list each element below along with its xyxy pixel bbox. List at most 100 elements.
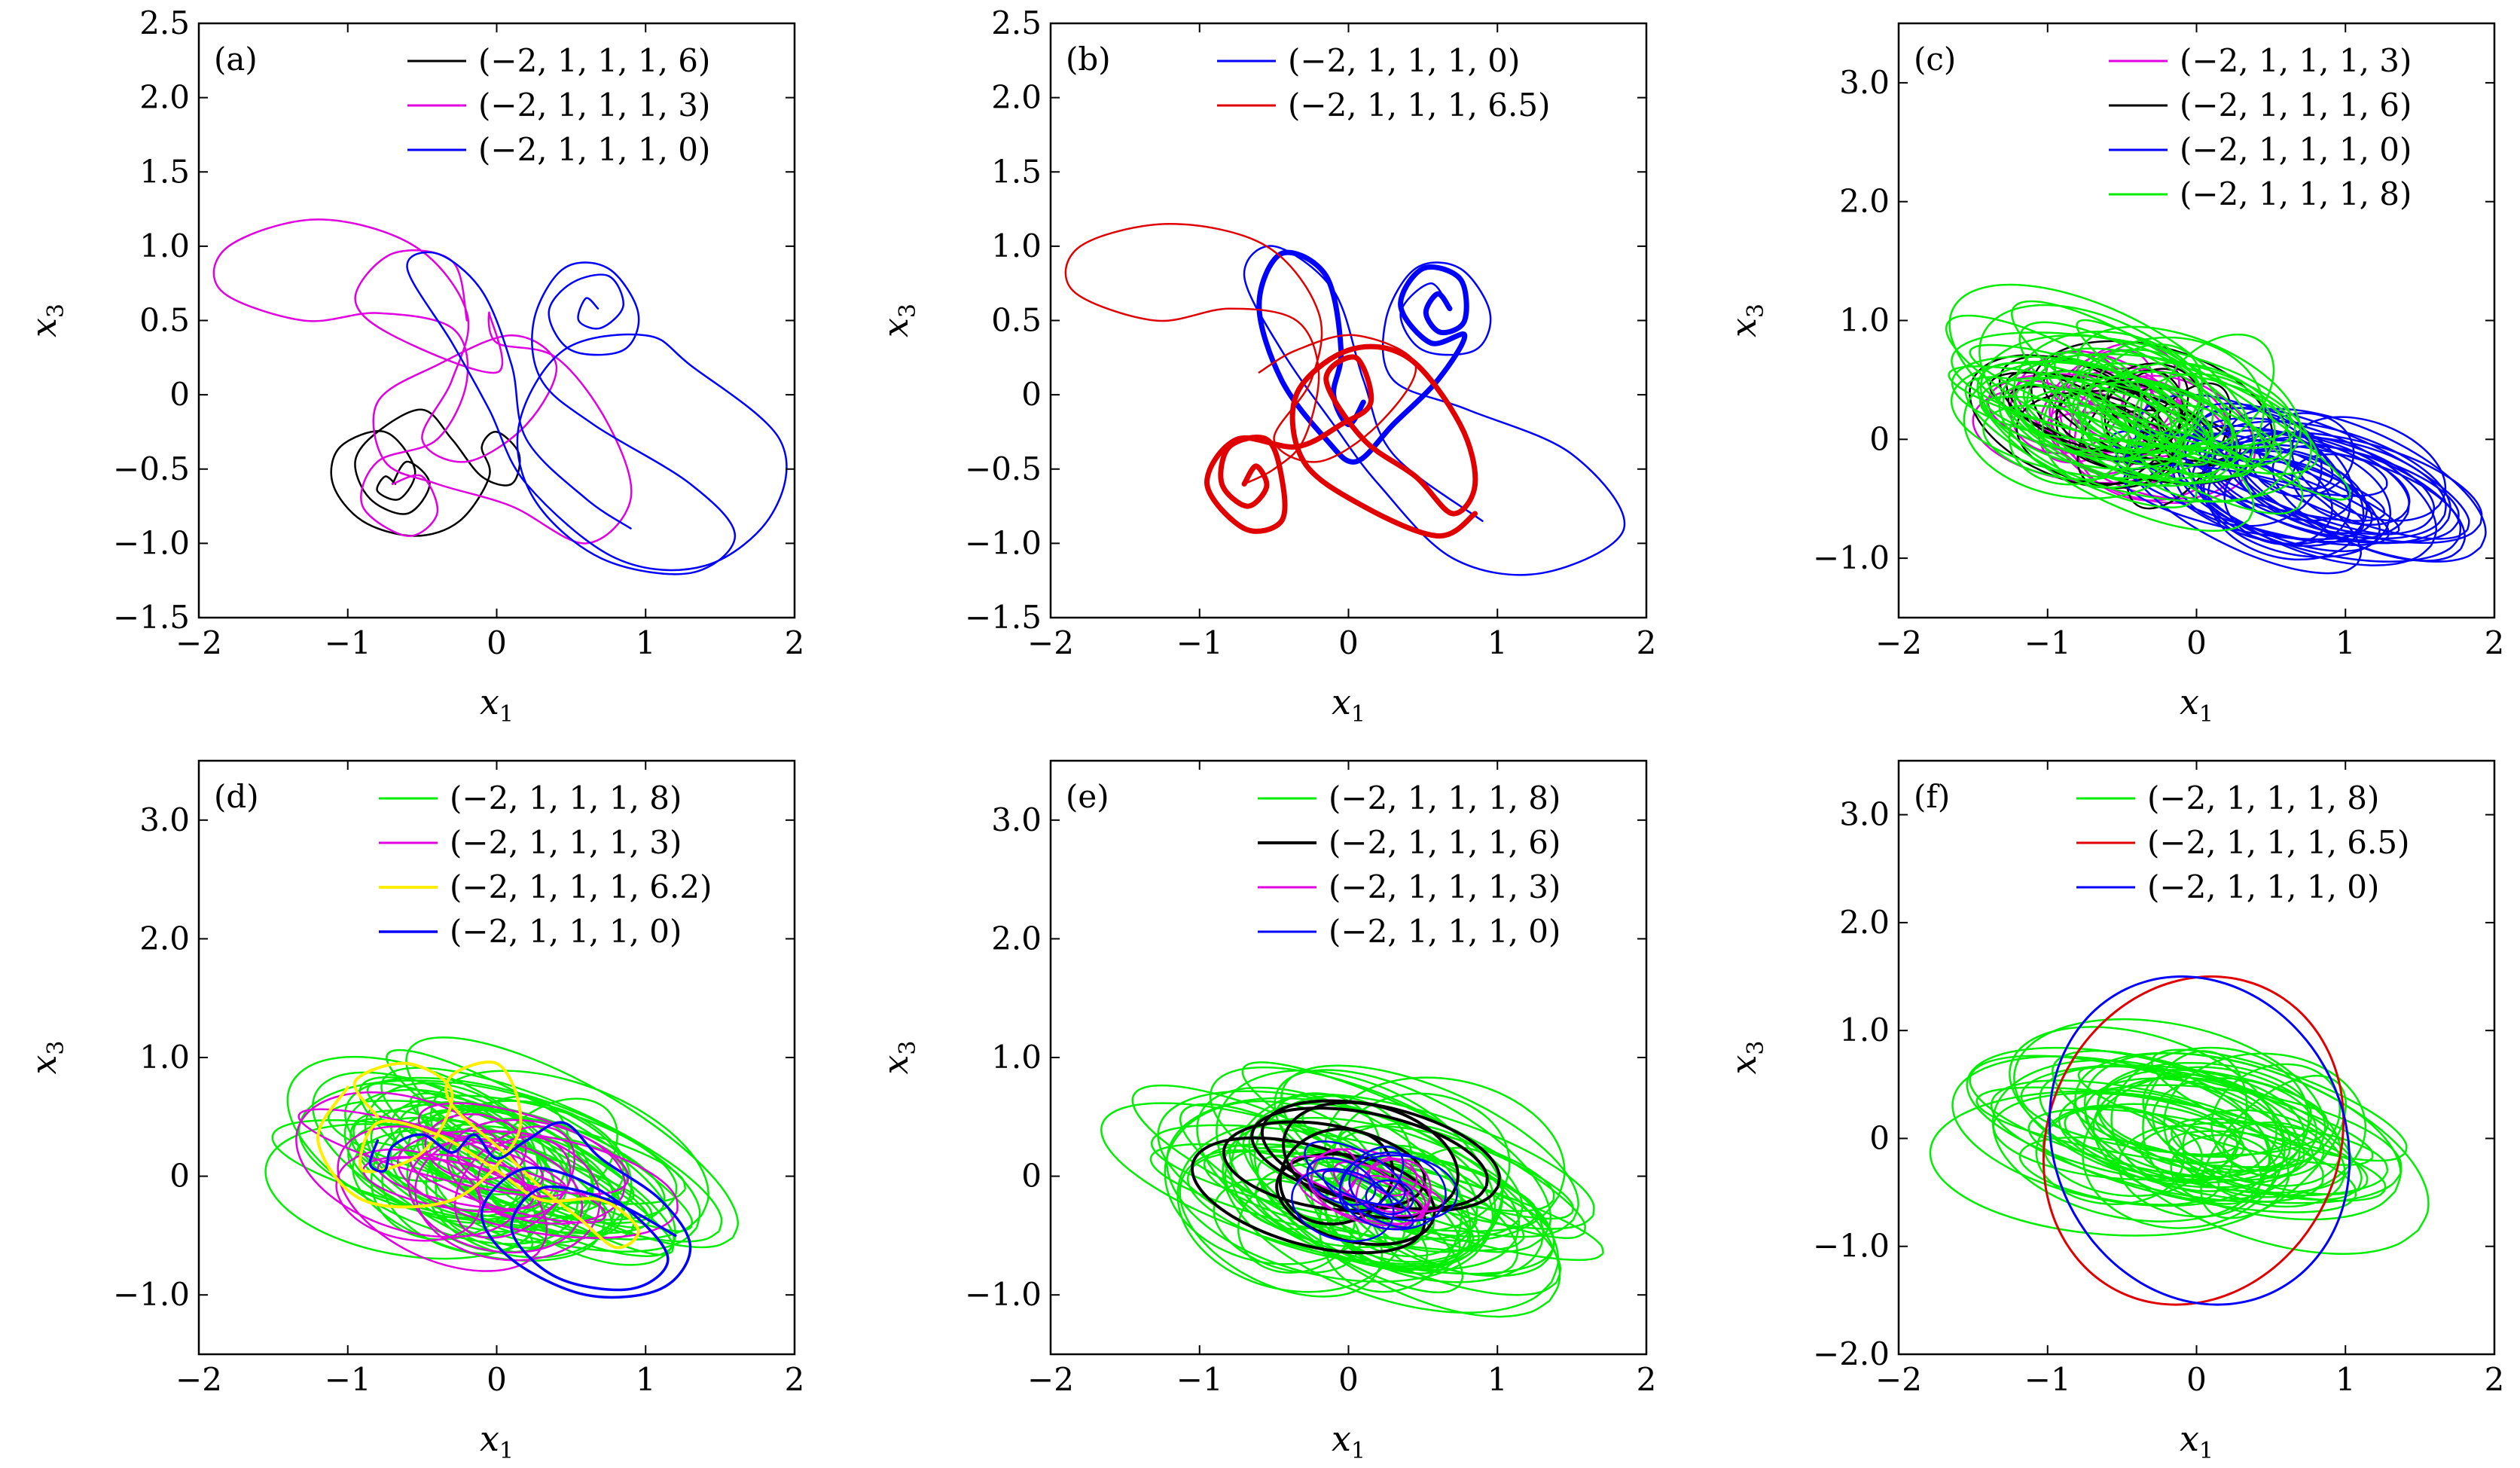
x-tick-label: 0 bbox=[1338, 1361, 1359, 1398]
series-loop bbox=[1274, 1069, 1552, 1253]
y-tick-label: 3.0 bbox=[991, 801, 1042, 838]
series-loop bbox=[1304, 1140, 1406, 1206]
y-tick-label: 2.5 bbox=[139, 5, 190, 41]
y-tick-label: −1.0 bbox=[1813, 539, 1890, 576]
series-loop bbox=[2035, 1104, 2186, 1206]
series-loop bbox=[2099, 371, 2296, 449]
series-5-4 bbox=[1291, 1140, 1459, 1243]
series-loop bbox=[424, 1112, 527, 1181]
series-loop bbox=[1339, 1152, 1447, 1231]
series-loop bbox=[1368, 1157, 1418, 1197]
y-tick-label: 2.5 bbox=[991, 5, 1042, 41]
series-loop bbox=[1990, 1079, 2324, 1203]
series-loop bbox=[2227, 407, 2487, 563]
y-axis-label-sub: 3 bbox=[895, 1040, 921, 1054]
series-loop bbox=[2195, 425, 2388, 497]
series-loop bbox=[1969, 343, 2282, 461]
legend: (−2, 1, 1, 1, 8) (−2, 1, 1, 1, 6.5) (−2, 1… bbox=[2076, 780, 2409, 905]
panel-label: (a) bbox=[214, 41, 258, 78]
series-loop bbox=[1282, 1100, 1460, 1220]
series-loop bbox=[1991, 1059, 2271, 1222]
panel-label: (f) bbox=[1914, 778, 1950, 815]
series-loop bbox=[1176, 1122, 1407, 1293]
panel-label: (d) bbox=[214, 778, 259, 815]
legend-label: (−2, 1, 1, 1, 8) bbox=[450, 780, 682, 816]
chart-panel-5: −2 −1 0 1 2 −1.0 0 1.0 2.0 3.0 x1 x3 (e) (−2, 1, 1, 1… bbox=[875, 759, 1657, 1464]
x-tick-label: 1 bbox=[2335, 1361, 2356, 1398]
x-tick-label: −1 bbox=[1176, 624, 1223, 661]
series-loop bbox=[2077, 1064, 2374, 1166]
legend-label: (−2, 1, 1, 1, 3) bbox=[478, 87, 710, 124]
panel-label: (e) bbox=[1066, 778, 1109, 815]
series-loop bbox=[417, 1102, 630, 1195]
x-tick-label: −2 bbox=[175, 1361, 222, 1398]
x-axis-label: x1 bbox=[1332, 1418, 1365, 1464]
series-loop bbox=[449, 1123, 614, 1235]
series-6-2 bbox=[2042, 975, 2345, 1306]
series-loop bbox=[1332, 1161, 1410, 1213]
series-loop bbox=[2200, 1074, 2347, 1219]
series-loop bbox=[2025, 353, 2143, 453]
series-2-1 bbox=[1243, 245, 1626, 576]
legend-label: (−2, 1, 1, 1, 0) bbox=[478, 131, 710, 168]
series-loop bbox=[2142, 1066, 2342, 1187]
legend: (−2, 1, 1, 1, 3) (−2, 1, 1, 1, 6) (−2, 1, … bbox=[2109, 42, 2412, 212]
series-loop bbox=[1280, 1064, 1579, 1238]
series-loop bbox=[1275, 1152, 1436, 1247]
series-loop bbox=[1950, 360, 2214, 479]
legend-label: (−2, 1, 1, 1, 3) bbox=[2180, 42, 2412, 79]
series-loop bbox=[2067, 349, 2204, 454]
legend-label: (−2, 1, 1, 1, 6) bbox=[2180, 87, 2412, 124]
x-tick-label: −1 bbox=[325, 624, 371, 661]
legend-label: (−2, 1, 1, 1, 0) bbox=[450, 913, 682, 950]
y-tick-label: 0 bbox=[1021, 376, 1042, 413]
series-loop bbox=[1332, 1092, 1511, 1232]
series-2-4 bbox=[1204, 343, 1478, 539]
y-tick-label: 2.0 bbox=[991, 920, 1042, 957]
x-tick-label: 1 bbox=[1487, 624, 1508, 661]
series-loop bbox=[1149, 1143, 1525, 1252]
x-tick-label: 0 bbox=[487, 624, 507, 661]
x-tick-label: −1 bbox=[1176, 1361, 1223, 1398]
x-tick-label: 2 bbox=[1637, 1361, 1657, 1398]
y-tick-label: 0 bbox=[1869, 420, 1890, 457]
y-axis-label-sub: 3 bbox=[1743, 304, 1769, 318]
series-3-4 bbox=[1945, 283, 2351, 533]
plot-area bbox=[1064, 223, 1626, 576]
series-loop bbox=[1301, 1107, 1574, 1220]
x-axis-label: x1 bbox=[480, 1418, 514, 1464]
series-loop bbox=[2076, 319, 2351, 501]
series-loop bbox=[2084, 1077, 2284, 1178]
legend-label: (−2, 1, 1, 1, 8) bbox=[1329, 780, 1561, 816]
series-loop bbox=[1963, 360, 2186, 500]
y-tick-label: −1.0 bbox=[113, 1276, 190, 1313]
series-loop bbox=[1998, 353, 2312, 503]
y-axis-label: x3 bbox=[1723, 1040, 1769, 1074]
series-loop bbox=[2080, 404, 2182, 479]
x-axis-label: x1 bbox=[2180, 1418, 2213, 1464]
y-tick-label: 1.0 bbox=[139, 227, 190, 264]
x-tick-label: 2 bbox=[785, 624, 805, 661]
series-loop bbox=[1978, 377, 2213, 461]
plot-area bbox=[1100, 1061, 1604, 1318]
y-tick-label: 3.0 bbox=[139, 801, 190, 838]
series-1-2 bbox=[212, 218, 633, 545]
legend-label: (−2, 1, 1, 1, 0) bbox=[2147, 868, 2379, 905]
series-loop bbox=[1322, 1169, 1414, 1228]
y-tick-label: −1.5 bbox=[113, 599, 190, 636]
chart-panel-6: −2 −1 0 1 2 −2.0 −1.0 0 1.0 2.0 3.0 x1 x3 (f) (−2, 1, … bbox=[1723, 759, 2504, 1464]
legend-label: (−2, 1, 1, 1, 8) bbox=[2147, 780, 2379, 816]
series-loop bbox=[2192, 444, 2462, 563]
series-loop bbox=[1948, 365, 2210, 448]
x-tick-label: −1 bbox=[2024, 1361, 2071, 1398]
series-loop bbox=[407, 1108, 593, 1227]
y-axis-label-sub: 3 bbox=[43, 304, 69, 318]
series-loop bbox=[405, 1036, 740, 1249]
series-loop bbox=[2163, 1052, 2367, 1198]
legend-label: (−2, 1, 1, 1, 0) bbox=[2180, 131, 2412, 168]
x-tick-label: 0 bbox=[1338, 624, 1359, 661]
y-axis-label-sub: 3 bbox=[43, 1040, 69, 1054]
x-tick-label: 1 bbox=[2335, 624, 2356, 661]
y-tick-label: 2.0 bbox=[139, 920, 190, 957]
legend-label: (−2, 1, 1, 1, 6) bbox=[478, 42, 710, 79]
